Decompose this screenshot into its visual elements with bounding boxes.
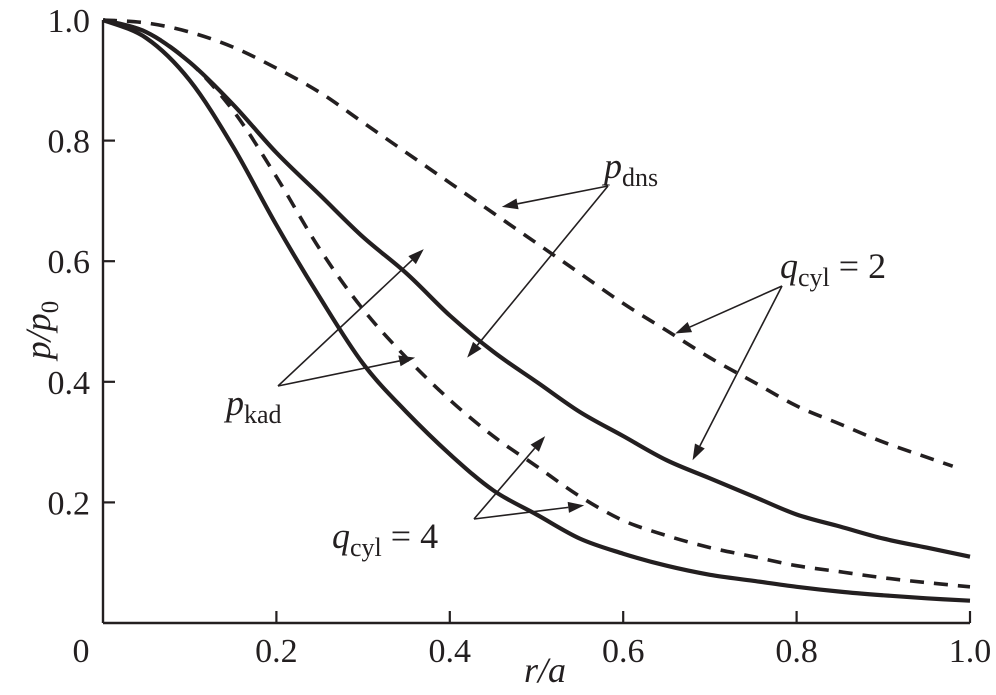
pointer-pkad-2-arrowhead [398, 355, 416, 367]
annotation-qcyl2-suffix: = 2 [830, 246, 886, 286]
x-tick-label: 0.6 [602, 633, 645, 670]
pointer-qcyl2-2-line [699, 285, 783, 447]
x-tick-label: 0 [73, 633, 90, 670]
pointer-qcyl4-1-arrowhead [530, 436, 546, 452]
annotation-qcyl4-suffix: = 4 [382, 516, 438, 556]
annotation-qcyl4-label: qcyl = 4 [332, 516, 438, 562]
annotation-pdns-symbol: p [601, 146, 622, 186]
annotation-pdns-subscript: dns [622, 163, 658, 192]
x-tick-label: 0.2 [255, 633, 298, 670]
series-line-3-solid [102, 18, 971, 603]
annotation-pointers [277, 185, 783, 520]
pointer-pdns-2-line [476, 185, 609, 346]
annotation-pdns-label: pdns [601, 146, 658, 192]
series-line-2-dashed [102, 18, 954, 468]
y-tick-label: 0.2 [48, 485, 91, 522]
annotation-qcyl4-subscript: cyl [350, 533, 382, 562]
y-tick-label: 0.8 [48, 124, 91, 161]
y-tick-label: 1.0 [48, 3, 91, 40]
x-tick-label: 1.0 [949, 633, 992, 670]
pointer-pkad-1-arrowhead [408, 249, 424, 265]
series-line-4-dashed [102, 18, 971, 589]
axes: 0 0.2 0.4 0.6 0.8 1.0 0.2 0.4 0.6 0.8 1.0 [48, 3, 992, 670]
pointer-pkad-1-line [277, 259, 413, 387]
pointer-qcyl2-2-arrowhead [692, 443, 705, 461]
pointer-pdns-1-arrowhead [501, 198, 519, 210]
pointer-qcyl4-1-line [473, 447, 536, 520]
x-ticks: 0 0.2 0.4 0.6 0.8 1.0 [73, 611, 992, 670]
pointer-pdns-1-line [517, 185, 609, 205]
y-axis-title: p/p0 [18, 301, 64, 363]
annotation-qcyl2-symbol: q [780, 246, 798, 286]
y-ticks: 0.2 0.4 0.6 0.8 1.0 [48, 3, 115, 522]
curves [102, 17, 971, 603]
annotation-pkad-subscript: kad [244, 400, 282, 429]
series-line-1-solid [102, 17, 971, 559]
y-tick-label: 0.6 [48, 244, 91, 281]
annotation-qcyl2-label: qcyl = 2 [780, 246, 886, 292]
pointer-qcyl4-2-line [473, 506, 569, 520]
x-tick-label: 0.4 [429, 633, 472, 670]
annotation-qcyl4-symbol: q [332, 516, 350, 556]
x-axis-title: r/a [524, 650, 566, 690]
pointer-qcyl2-1-line [689, 285, 783, 328]
pointer-pkad-2-line [277, 360, 400, 387]
y-tick-label: 0.4 [48, 365, 91, 402]
annotations: pdns qcyl = 2 pkad qcyl = 4 [223, 146, 886, 562]
pointer-qcyl4-2-arrowhead [567, 501, 585, 513]
annotation-pkad-symbol: p [223, 383, 244, 423]
annotation-pkad-label: pkad [223, 383, 282, 429]
pointer-pdns-2-arrowhead [467, 341, 482, 358]
pointer-qcyl2-1-arrowhead [675, 322, 693, 334]
x-tick-label: 0.8 [775, 633, 818, 670]
annotation-qcyl2-subscript: cyl [798, 263, 830, 292]
